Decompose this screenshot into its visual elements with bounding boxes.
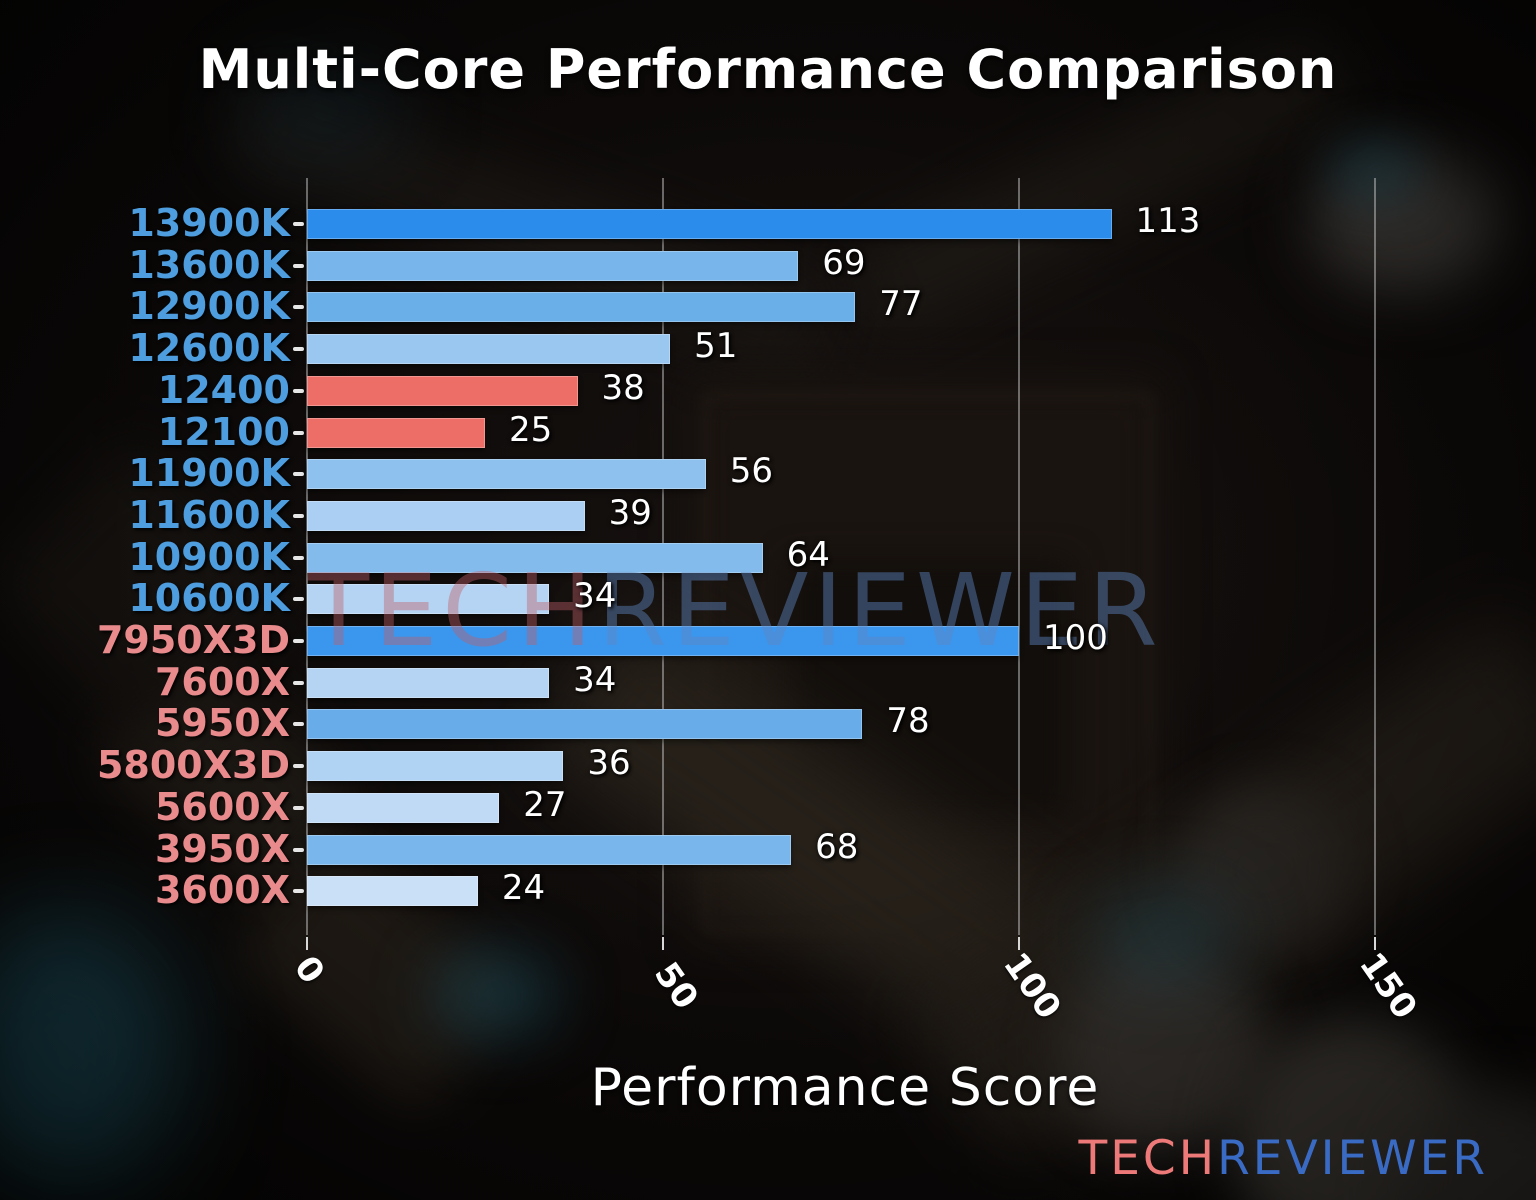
y-tick-mark-3950X — [293, 847, 304, 852]
bar-5600X — [307, 792, 500, 823]
logo-tech: TECH — [1078, 1131, 1218, 1186]
value-label-5800X3D: 36 — [587, 743, 631, 784]
chart-title: Multi-Core Performance Comparison — [198, 38, 1338, 101]
value-label-13600K: 69 — [822, 242, 866, 283]
y-tick-mark-11900K — [293, 472, 304, 477]
category-label-12100: 12100 — [157, 409, 290, 454]
value-label-5950X: 78 — [886, 701, 930, 742]
bar-12400 — [307, 375, 578, 406]
value-label-10600K: 34 — [573, 576, 617, 617]
y-tick-mark-7950X3D — [293, 639, 304, 643]
bar-12900K — [307, 292, 856, 323]
logo-reviewer: REVIEWER — [1217, 1131, 1488, 1186]
y-tick-mark-5800X3D — [293, 764, 304, 769]
value-label-11600K: 39 — [608, 492, 652, 533]
bar-10900K — [307, 542, 763, 573]
value-label-3950X: 68 — [815, 826, 859, 867]
bar-7600X — [307, 667, 550, 698]
category-label-10600K: 10600K — [128, 576, 290, 621]
value-label-5600X: 27 — [523, 784, 567, 825]
bar-13900K — [307, 209, 1112, 239]
category-label-13900K: 13900K — [128, 201, 290, 245]
value-label-13900K: 113 — [1135, 201, 1201, 241]
bar-13600K — [307, 250, 799, 281]
bar-3950X — [307, 834, 792, 865]
value-label-7600X: 34 — [573, 659, 617, 700]
x-tick-label-150: 150 — [1351, 945, 1425, 1027]
bar-11900K — [307, 459, 706, 490]
x-tick-mark-50 — [662, 937, 664, 950]
category-label-12400: 12400 — [157, 367, 290, 412]
bar-12100 — [307, 417, 485, 448]
bar-10600K — [307, 584, 550, 615]
category-label-5600X: 5600X — [154, 784, 290, 829]
x-tick-label-100: 100 — [995, 945, 1069, 1027]
brand-logo: TECHREVIEWER — [1079, 1131, 1488, 1186]
y-tick-mark-7600X — [293, 680, 304, 685]
category-label-12900K: 12900K — [128, 284, 290, 329]
category-label-11600K: 11600K — [128, 492, 290, 537]
bar-3600X — [307, 876, 478, 907]
x-tick-label-0: 0 — [285, 948, 333, 992]
category-label-5800X3D: 5800X3D — [96, 743, 290, 788]
gridline-150 — [1374, 178, 1376, 935]
x-tick-mark-100 — [1018, 937, 1020, 950]
x-tick-mark-150 — [1374, 937, 1376, 950]
gridline-100 — [1018, 178, 1020, 935]
x-axis-label: Performance Score — [590, 1058, 1100, 1118]
category-label-12600K: 12600K — [128, 326, 290, 371]
y-tick-mark-5950X — [293, 722, 304, 727]
bar-5950X — [307, 709, 863, 740]
y-tick-mark-12900K — [293, 305, 304, 310]
value-label-12600K: 51 — [694, 326, 738, 367]
category-label-7950X3D: 7950X3D — [96, 618, 290, 662]
x-tick-mark-0 — [306, 937, 308, 950]
y-tick-mark-3600X — [293, 889, 304, 894]
value-label-12100: 25 — [509, 409, 553, 450]
bar-11600K — [307, 500, 585, 531]
category-label-11900K: 11900K — [128, 451, 290, 496]
category-label-13600K: 13600K — [128, 242, 290, 287]
y-tick-mark-11600K — [293, 513, 304, 518]
y-tick-mark-12400 — [293, 388, 304, 393]
bar-7950X3D — [307, 626, 1019, 656]
bar-5800X3D — [307, 751, 564, 782]
y-tick-mark-10900K — [293, 555, 304, 560]
category-label-10900K: 10900K — [128, 534, 290, 579]
y-tick-mark-13900K — [293, 222, 304, 226]
value-label-11900K: 56 — [729, 451, 773, 492]
y-tick-mark-5600X — [293, 805, 304, 810]
category-label-7600X: 7600X — [154, 659, 290, 704]
category-label-5950X: 5950X — [154, 701, 290, 746]
value-label-12900K: 77 — [879, 284, 923, 325]
value-label-7950X3D: 100 — [1043, 618, 1108, 658]
category-label-3600X: 3600X — [154, 868, 290, 913]
value-label-12400: 38 — [601, 367, 645, 408]
x-tick-label-50: 50 — [646, 955, 706, 1017]
y-tick-mark-12100 — [293, 430, 304, 435]
bar-12600K — [307, 334, 671, 365]
y-tick-mark-12600K — [293, 347, 304, 352]
category-label-3950X: 3950X — [154, 826, 290, 871]
y-tick-mark-10600K — [293, 597, 304, 602]
value-label-3600X: 24 — [501, 868, 546, 909]
value-label-10900K: 64 — [786, 534, 830, 575]
y-tick-mark-13600K — [293, 263, 304, 268]
